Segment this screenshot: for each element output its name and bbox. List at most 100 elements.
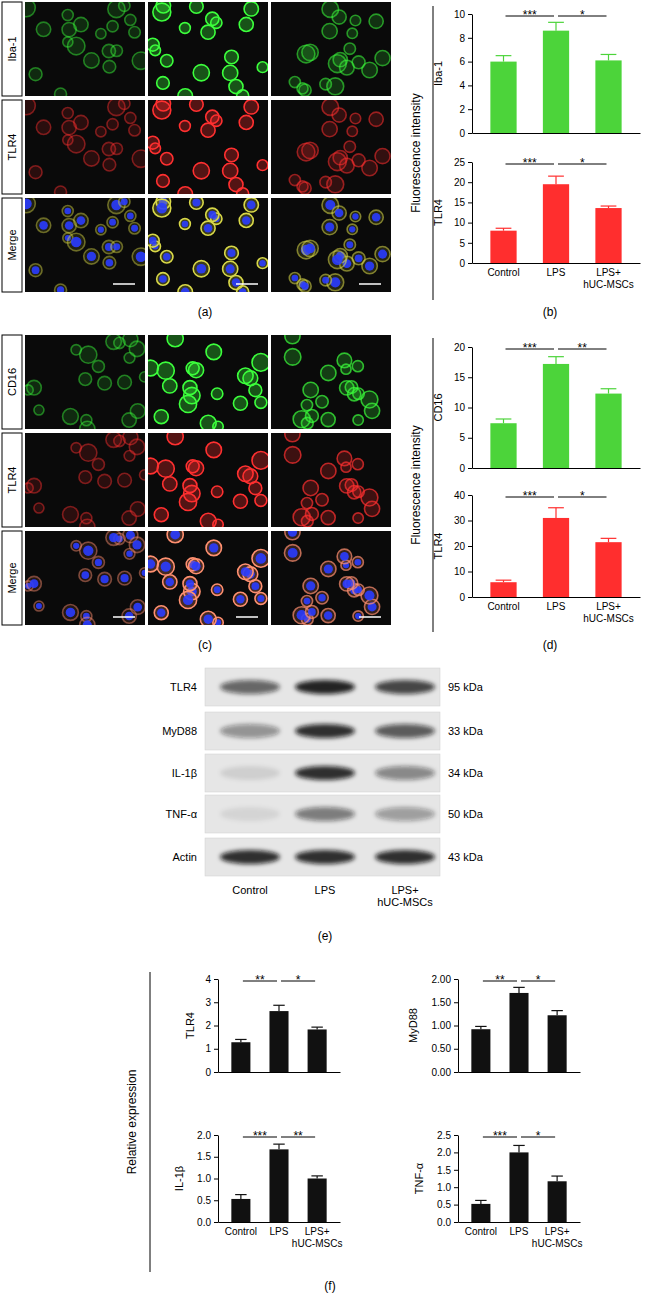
cell <box>237 188 249 194</box>
significance-label: * <box>580 156 585 170</box>
error-bar-cap <box>551 1010 562 1011</box>
cell-ring <box>67 233 85 251</box>
tick: 1.0 <box>437 1182 458 1193</box>
cell-nucleus <box>288 548 298 558</box>
scale-bar <box>236 283 258 285</box>
axis-title: CD16 <box>432 393 444 421</box>
tick-label: 10 <box>454 217 466 228</box>
cell <box>129 125 141 137</box>
tick-mark <box>468 202 472 203</box>
tick-label: LPS <box>270 1226 289 1237</box>
cell-ring <box>301 595 312 606</box>
y-axis: 01234 <box>205 974 218 1078</box>
error-bar-cap <box>513 1145 524 1146</box>
significance-label: * <box>580 8 585 22</box>
cell-nucleus <box>81 571 89 579</box>
cell-nucleus <box>83 546 93 556</box>
image-background <box>25 100 145 194</box>
cell <box>122 413 136 427</box>
cell <box>352 154 365 167</box>
cell <box>201 25 215 39</box>
cell-ring <box>79 569 92 582</box>
blot-size-label: 50 kDa <box>448 808 484 820</box>
cell <box>167 433 183 445</box>
cell <box>321 365 336 380</box>
cell <box>63 409 79 425</box>
cell-nucleus <box>181 288 190 292</box>
cell-ring <box>340 577 354 591</box>
cell <box>140 470 145 480</box>
cell-nucleus <box>109 533 118 542</box>
cell <box>62 22 76 36</box>
significance-label: *** <box>523 489 537 503</box>
cell <box>316 494 328 506</box>
cell-nucleus <box>288 531 297 537</box>
error-bar-cap <box>475 1200 486 1201</box>
error-bar-stem <box>555 22 556 30</box>
cell-ring <box>361 587 378 604</box>
bar <box>490 231 516 263</box>
tick: 10 <box>454 217 472 228</box>
tick-mark <box>468 597 472 598</box>
blot-column-label: LPS <box>315 884 336 896</box>
image-background <box>271 335 391 429</box>
image-background <box>25 433 145 527</box>
tick-label: 0.50 <box>432 1043 452 1054</box>
bar <box>308 1179 327 1223</box>
cell-ring <box>34 601 44 611</box>
bar <box>490 582 516 597</box>
cell <box>284 349 301 366</box>
tick: 10 <box>454 9 472 20</box>
tick-label: LPS+hUC-MSCs <box>583 267 634 290</box>
error-bar <box>548 22 564 30</box>
error-bar-cap <box>311 1175 322 1176</box>
cell-nucleus <box>136 251 145 261</box>
cell <box>119 2 130 11</box>
tick: 20 <box>454 177 472 188</box>
cell <box>255 495 267 507</box>
axis-title: IL-1β <box>173 1166 185 1191</box>
tick-label: 1.0 <box>197 1173 211 1184</box>
cell <box>118 375 132 389</box>
bar <box>490 62 516 133</box>
cell-nucleus <box>378 250 387 259</box>
cell <box>352 361 363 372</box>
tick: 2.5 <box>437 1130 458 1141</box>
error-bar <box>548 357 564 364</box>
cell-nucleus <box>239 288 246 292</box>
tick-mark <box>454 1026 458 1027</box>
tick-mark <box>468 377 472 378</box>
cell-nucleus <box>109 219 116 226</box>
error-bar <box>273 1005 284 1011</box>
blot-row-label: TNF-α <box>166 808 198 820</box>
error-bar <box>513 1145 524 1152</box>
tick: LPS+hUC-MSCs <box>583 267 634 290</box>
error-bar <box>235 1039 246 1042</box>
blot-column-label: LPS+hUC-MSCs <box>377 884 433 908</box>
error-bar-cap <box>601 205 617 206</box>
tick-mark <box>214 1026 218 1027</box>
tick-mark <box>214 1222 218 1223</box>
cell <box>353 513 363 523</box>
cell-ring <box>206 208 219 221</box>
tick-label: 2.5 <box>437 1130 451 1141</box>
cell <box>180 23 191 34</box>
error-bar <box>496 419 512 423</box>
error-bar <box>551 1011 562 1016</box>
tick: LPS <box>270 1226 289 1237</box>
cell <box>257 160 268 171</box>
cell-nucleus <box>30 579 39 588</box>
tick-mark <box>468 182 472 183</box>
cell-nucleus <box>131 225 138 232</box>
cell <box>80 519 95 527</box>
tick: 5 <box>459 238 472 249</box>
cell <box>350 113 361 124</box>
cell-nucleus <box>304 598 311 605</box>
tick-mark <box>454 1049 458 1050</box>
tick-mark <box>454 1152 458 1153</box>
cell <box>255 397 267 409</box>
tick-mark <box>468 468 472 469</box>
tick: 5 <box>459 432 472 443</box>
row-label-box <box>2 100 22 194</box>
cell <box>148 360 158 376</box>
